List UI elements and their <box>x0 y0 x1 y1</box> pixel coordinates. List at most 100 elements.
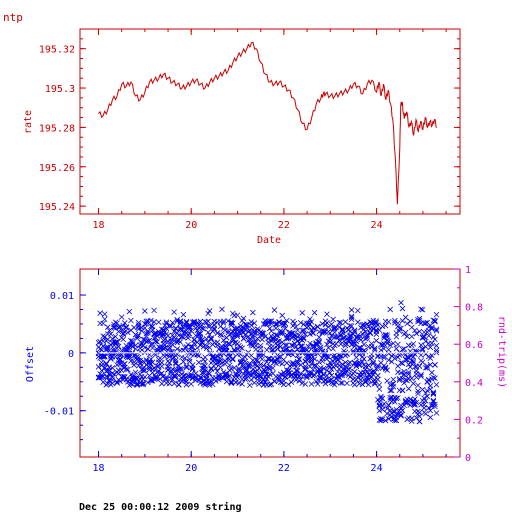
offset-point <box>316 334 322 341</box>
offset-point <box>180 311 187 318</box>
offset-point <box>162 336 168 343</box>
offset-point <box>154 339 160 345</box>
offset-point <box>273 321 279 327</box>
offset-point <box>120 336 127 343</box>
offset-point <box>359 372 366 378</box>
offset-point <box>307 340 313 347</box>
offset-point <box>199 325 205 332</box>
rate-x-axis-label: Date <box>257 235 281 246</box>
offset-point <box>404 354 410 360</box>
offset-point <box>268 320 275 327</box>
offset-point <box>157 355 164 361</box>
offset-point <box>368 340 375 347</box>
offset-point <box>375 322 381 328</box>
offset-point <box>265 356 272 363</box>
offset-point <box>154 369 160 375</box>
offset-point <box>196 352 202 359</box>
offset-point <box>398 299 404 306</box>
offset-point <box>270 365 276 371</box>
offset-point <box>409 415 415 422</box>
offset-point <box>251 379 258 386</box>
offset-point <box>376 386 383 392</box>
offset-point <box>132 375 139 382</box>
offset-point <box>424 363 431 369</box>
offset-point <box>172 361 179 367</box>
offset-point <box>149 345 156 351</box>
offset-point <box>168 323 174 329</box>
offset-point <box>257 345 264 351</box>
offset-point <box>291 332 298 338</box>
offset-point <box>402 356 409 363</box>
offset-point <box>225 318 231 324</box>
offset-point <box>395 395 401 401</box>
offset-point <box>234 333 241 340</box>
offset-point <box>169 366 176 372</box>
offset-point <box>251 320 258 326</box>
offset-point <box>155 319 162 326</box>
offset-point <box>140 376 147 383</box>
offset-point <box>267 318 273 325</box>
offset-point <box>382 364 389 371</box>
offset-x-tick-label: 18 <box>93 463 105 474</box>
offset-point <box>197 318 204 325</box>
offset-point <box>387 342 393 349</box>
offset-point <box>424 387 431 394</box>
offset-point <box>399 305 406 312</box>
offset-point <box>239 381 245 387</box>
offset-point <box>216 372 222 379</box>
offset-point <box>379 416 386 422</box>
offset-point <box>297 343 304 350</box>
offset-point <box>199 340 205 346</box>
offset-point <box>145 328 151 334</box>
offset-point <box>427 414 434 421</box>
offset-point <box>105 367 111 374</box>
offset-point <box>355 332 361 339</box>
offset-point <box>311 356 318 362</box>
offset-point <box>338 353 344 359</box>
offset-point <box>262 333 268 340</box>
offset-point <box>385 416 392 422</box>
offset-point <box>376 402 383 408</box>
offset-point <box>225 373 231 380</box>
offset-point <box>416 409 423 416</box>
offset-point <box>234 312 241 319</box>
offset-point <box>242 372 248 378</box>
offset-point <box>242 354 248 361</box>
offset-point <box>230 356 236 363</box>
offset-point <box>254 362 261 369</box>
offset-point <box>155 368 162 375</box>
offset-point <box>95 339 102 346</box>
offset-point <box>294 327 301 334</box>
offset-point <box>310 373 316 379</box>
offset-point <box>304 374 310 381</box>
offset-point <box>402 314 409 321</box>
offset-point <box>348 342 355 348</box>
offset-point <box>105 380 111 387</box>
offset-point <box>422 398 429 404</box>
offset-point <box>433 342 440 349</box>
offset-point <box>279 361 285 367</box>
offset-point <box>148 377 154 383</box>
offset-point <box>314 381 321 387</box>
offset-point <box>416 315 423 322</box>
offset-point <box>230 337 236 343</box>
offset-point <box>294 352 301 359</box>
offset-point <box>305 343 312 350</box>
offset-point <box>402 400 409 406</box>
offset-point <box>387 387 393 394</box>
offset-point <box>117 378 123 385</box>
offset-point <box>273 332 279 338</box>
offset-point <box>128 381 134 387</box>
offset-point <box>396 328 403 334</box>
offset-point <box>115 328 122 335</box>
offset-point <box>149 323 156 330</box>
offset-point <box>330 316 336 323</box>
offset-point <box>142 367 148 374</box>
offset-point <box>135 326 142 332</box>
offset-point <box>379 403 386 409</box>
offset-point <box>355 374 361 381</box>
offset-point <box>168 336 174 343</box>
offset-point <box>376 382 383 388</box>
offset-point <box>331 381 338 388</box>
offset-point <box>239 356 245 362</box>
